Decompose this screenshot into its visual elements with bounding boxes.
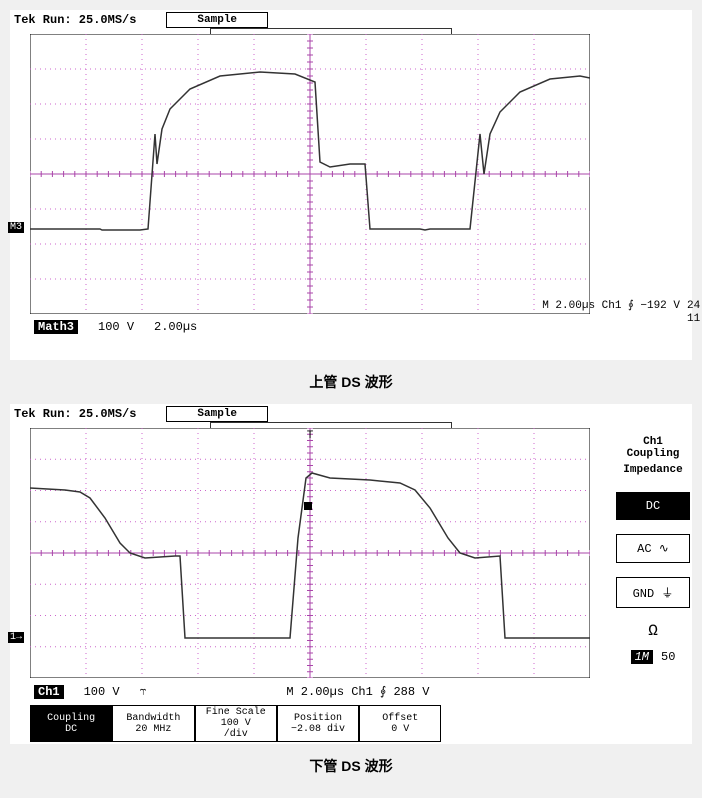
scope2-bw-icon: ⥾ xyxy=(140,685,147,699)
scope2-ch-label: Ch1 xyxy=(34,685,64,699)
side-title-coupling: Ch1 Coupling xyxy=(614,434,692,462)
svg-text:T: T xyxy=(307,430,314,442)
menu-btn-1[interactable]: Bandwidth20 MHz xyxy=(112,705,194,742)
scope1-bottom-readout: Math3 100 V 2.00µs xyxy=(30,318,692,336)
menu-btn-empty xyxy=(441,705,521,742)
impedance-row: Ω xyxy=(614,622,692,640)
scope1-vscale: 100 V xyxy=(98,320,134,334)
scope1-math-label: Math3 xyxy=(34,320,78,334)
scope2-caption: 下管 DS 波形 xyxy=(10,752,692,788)
scope1-caption: 上管 DS 波形 xyxy=(10,368,692,404)
coupling-opt-ac[interactable]: AC ∿ xyxy=(616,534,690,563)
impedance-50[interactable]: 50 xyxy=(661,650,675,664)
scope1-graticule xyxy=(30,34,590,314)
coupling-opt-dc[interactable]: DC xyxy=(616,492,690,520)
impedance-opts[interactable]: 1M 50 xyxy=(614,650,692,664)
ohm-icon: Ω xyxy=(648,622,658,640)
menu-btn-2[interactable]: Fine Scale100 V/div xyxy=(195,705,277,742)
impedance-1m[interactable]: 1M xyxy=(631,650,653,664)
coupling-opt-gnd[interactable]: GND ⏚ xyxy=(616,577,690,608)
scope1-screen: M3 M 2.00µs Ch1 ⨕ −192 V 24 Feb 2002 11:… xyxy=(30,34,682,314)
scope2-bottom-readout: Ch1 100 V ⥾ M 2.00µs Ch1 ⨕ 288 V xyxy=(30,682,612,701)
menu-btn-3[interactable]: Position−2.08 div xyxy=(277,705,359,742)
scope2-run-label: Tek Run: 25.0MS/s xyxy=(14,407,136,421)
menu-btn-empty xyxy=(522,705,602,742)
scope2-header: Tek Run: 25.0MS/s Sample xyxy=(10,404,612,424)
scope2-sample-box: Sample xyxy=(166,406,268,422)
scope2-screen: 1→ T xyxy=(30,428,602,678)
scope1-timestamp: 24 Feb 2002 11:17:43 xyxy=(687,300,702,326)
scope1-header: Tek Run: 25.0MS/s Sample xyxy=(10,10,692,30)
scope1-run-label: Tek Run: 25.0MS/s xyxy=(14,13,136,27)
scope2-ch-marker: 1→ xyxy=(8,632,24,643)
scope2-side-panel: Ch1 Coupling Impedance DC AC ∿ GND ⏚ Ω 1… xyxy=(614,434,692,664)
scope2-readout: M 2.00µs Ch1 ⨕ 288 V xyxy=(286,684,429,699)
scope1-tscale: 2.00µs xyxy=(154,320,197,334)
oscilloscope-2: Tek Run: 25.0MS/s Sample 1→ T Ch1 100 V … xyxy=(10,404,692,744)
menu-btn-4[interactable]: Offset0 V xyxy=(359,705,441,742)
menu-btn-0[interactable]: CouplingDC xyxy=(30,705,112,742)
oscilloscope-1: Tek Run: 25.0MS/s Sample M3 M 2.00µs Ch1… xyxy=(10,10,692,360)
scope1-readout: M 2.00µs Ch1 ⨕ −192 V xyxy=(542,300,680,313)
scope1-sample-box: Sample xyxy=(166,12,268,28)
scope2-graticule: T xyxy=(30,428,590,678)
scope2-vscale: 100 V xyxy=(84,685,120,699)
side-title-impedance: Impedance xyxy=(614,462,692,478)
scope2-bottom-menu: CouplingDCBandwidth20 MHzFine Scale100 V… xyxy=(30,705,602,742)
scope1-ch-marker: M3 xyxy=(8,222,24,233)
